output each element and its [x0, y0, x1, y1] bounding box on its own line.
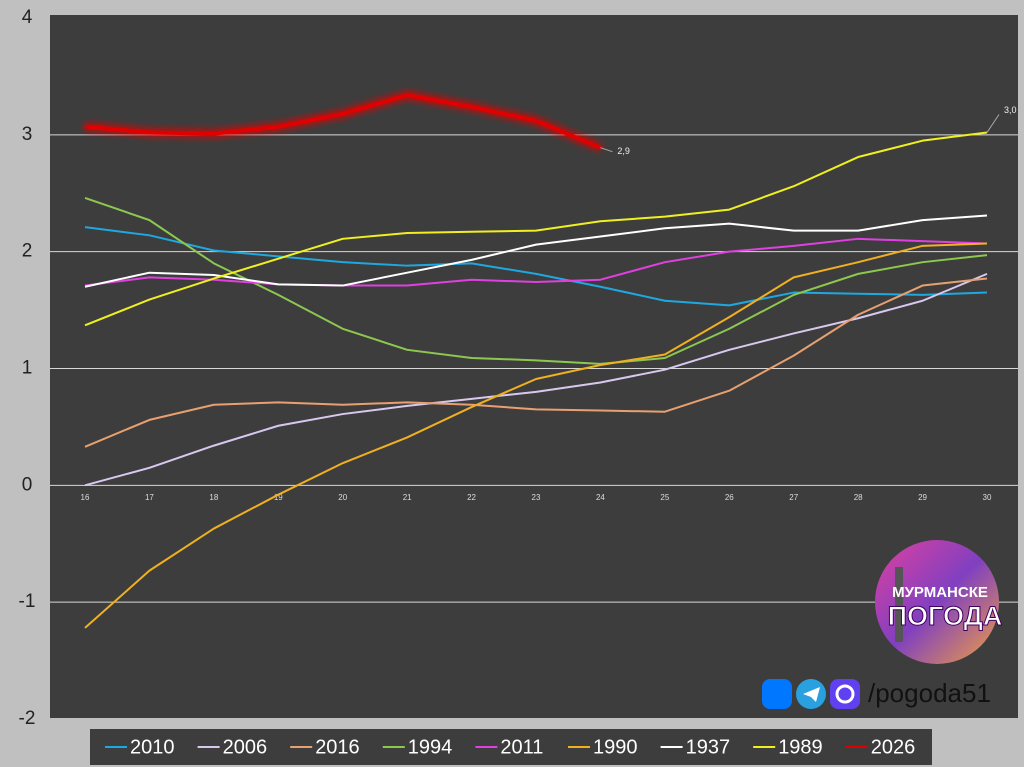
vk-icon	[762, 679, 792, 709]
lines: 3,0 2,9	[84, 93, 1017, 629]
series-line	[84, 272, 988, 487]
legend-label: 1990	[593, 736, 638, 758]
x-tick-label: 30	[983, 493, 992, 502]
logo: МУРМАНСКЕ ПОГОДА	[875, 540, 1003, 664]
series-line	[84, 226, 988, 307]
max-glyph	[835, 684, 855, 704]
legend-items: 2010 2006 2016 1994 2011 1990 1937 1989 2026	[105, 736, 915, 758]
legend-label: 2026	[871, 736, 916, 758]
x-tick-label: 20	[338, 493, 347, 502]
logo-text: МУРМАНСКЕ	[892, 584, 988, 601]
data-label: 3,0	[1004, 105, 1017, 115]
y-tick-label: 0	[22, 474, 33, 495]
data-label: 2,9	[617, 146, 630, 156]
series-line	[84, 277, 988, 448]
legend-label: 2011	[500, 736, 543, 758]
legend-label: 1937	[686, 736, 731, 758]
label-leader	[600, 147, 613, 153]
legend	[90, 729, 932, 765]
y-tick-label: 2	[22, 241, 33, 262]
max-icon	[830, 679, 860, 709]
legend-label: 2010	[130, 736, 175, 758]
logo-circle	[875, 540, 999, 664]
x-tick-label: 19	[274, 493, 283, 502]
telegram-plane	[803, 687, 820, 702]
x-tick-label: 21	[403, 493, 412, 502]
y-tick-label: 3	[22, 124, 33, 145]
y-tick-label: 4	[22, 7, 33, 28]
series-line	[84, 93, 602, 150]
y-tick-label: 1	[22, 358, 33, 379]
legend-label: 2006	[223, 736, 268, 758]
legend-label: 2016	[315, 736, 360, 758]
handle: /pogoda51	[868, 678, 991, 708]
x-tick-label: 25	[660, 493, 669, 502]
series-line	[84, 131, 988, 327]
x-tick-label: 24	[596, 493, 605, 502]
x-tick-label: 27	[789, 493, 798, 502]
logo-statue	[895, 567, 903, 642]
x-tick-label: 26	[725, 493, 734, 502]
series-line	[84, 237, 988, 287]
y-tick-label: -1	[19, 591, 36, 612]
series-line	[84, 242, 988, 629]
x-tick-label: 16	[81, 493, 90, 502]
social-icons: /pogoda51	[762, 678, 991, 709]
y-tick-label: -2	[19, 708, 36, 729]
x-tick-label: 18	[209, 493, 218, 502]
x-tick-label: 23	[532, 493, 541, 502]
x-tick-label: 29	[918, 493, 927, 502]
x-tick-label: 22	[467, 493, 476, 502]
label-leader	[986, 114, 1000, 133]
legend-label: 1989	[778, 736, 823, 758]
legend-label: 1994	[408, 736, 453, 758]
series-line	[84, 214, 988, 288]
x-tick-label: 28	[854, 493, 863, 502]
x-tick-label: 17	[145, 493, 154, 502]
logo-title: ПОГОДА	[888, 601, 1003, 631]
series-line	[84, 196, 988, 365]
